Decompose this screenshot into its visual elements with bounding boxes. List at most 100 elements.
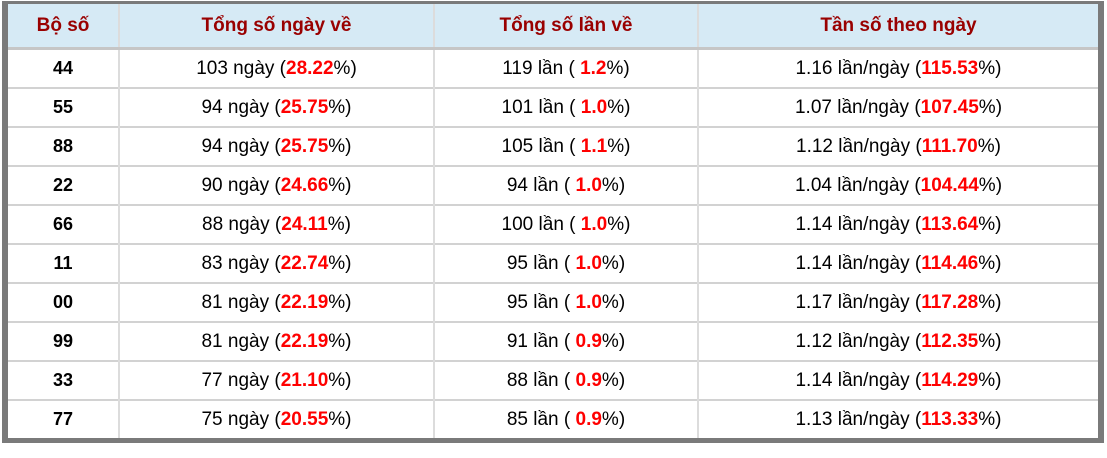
pair-number-value: 44	[52, 57, 74, 78]
cell-total-days: 90 ngày (24.66%)	[118, 165, 434, 205]
cell-daily-frequency: 1.14 lần/ngày (113.64%)	[697, 204, 1098, 244]
percent-suffix: %)	[328, 174, 352, 196]
cell-total-times: 95 lần ( 1.0%)	[433, 243, 698, 283]
total-days-percent: 24.11	[281, 213, 328, 235]
total-days-percent: 21.10	[280, 369, 329, 391]
cell-pair-number: 66	[8, 204, 119, 244]
table-row: 33 77 ngày (21.10%) 88 lần ( 0.9%) 1.14 …	[8, 360, 1098, 400]
cell-daily-frequency: 1.14 lần/ngày (114.29%)	[697, 360, 1098, 400]
cell-total-days: 103 ngày (28.22%)	[118, 48, 434, 88]
total-times-percent: 1.0	[575, 252, 602, 274]
daily-frequency-percent: 104.44	[920, 174, 979, 196]
table-body: 44 103 ngày (28.22%) 119 lần ( 1.2%) 1.1…	[8, 48, 1098, 438]
cell-total-days: 94 ngày (25.75%)	[118, 126, 434, 166]
daily-frequency-text: 1.14 lần/ngày (	[795, 252, 922, 274]
percent-suffix: %)	[328, 96, 352, 118]
table-row: 44 103 ngày (28.22%) 119 lần ( 1.2%) 1.1…	[8, 48, 1098, 88]
statistics-table-frame: Bộ số Tổng số ngày về Tổng số lần về Tần…	[2, 1, 1104, 443]
cell-pair-number: 33	[8, 360, 119, 400]
total-times-text: 101 lần (	[501, 96, 581, 118]
total-days-text: 77 ngày (	[201, 369, 281, 391]
percent-suffix: %)	[606, 57, 630, 79]
total-days-percent: 28.22	[286, 57, 334, 79]
percent-suffix: %)	[978, 96, 1003, 118]
total-days-percent: 25.75	[280, 96, 329, 118]
pair-number-value: 55	[52, 96, 74, 117]
daily-frequency-text: 1.12 lần/ngày (	[796, 135, 922, 157]
total-days-text: 81 ngày (	[201, 291, 281, 313]
daily-frequency-percent: 107.45	[920, 96, 979, 118]
percent-suffix: %)	[328, 291, 352, 313]
daily-frequency-percent: 113.33	[921, 408, 979, 430]
total-days-text: 103 ngày (	[196, 57, 286, 79]
percent-suffix: %)	[601, 174, 626, 196]
total-days-percent: 20.55	[280, 408, 329, 430]
cell-pair-number: 88	[8, 126, 119, 166]
daily-frequency-percent: 114.29	[921, 369, 979, 391]
percent-suffix: %)	[978, 213, 1002, 235]
cell-total-times: 119 lần ( 1.2%)	[433, 48, 698, 88]
column-header-total-days: Tổng số ngày về	[118, 4, 434, 50]
total-times-text: 105 lần (	[501, 135, 581, 157]
cell-daily-frequency: 1.04 lần/ngày (104.44%)	[697, 165, 1098, 205]
daily-frequency-text: 1.12 lần/ngày (	[795, 330, 922, 352]
daily-frequency-text: 1.14 lần/ngày (	[795, 213, 922, 235]
total-times-text: 119 lần (	[502, 57, 581, 79]
cell-total-times: 100 lần ( 1.0%)	[433, 204, 698, 244]
table-row: 99 81 ngày (22.19%) 91 lần ( 0.9%) 1.12 …	[8, 321, 1098, 361]
table-row: 00 81 ngày (22.19%) 95 lần ( 1.0%) 1.17 …	[8, 282, 1098, 322]
cell-pair-number: 11	[8, 243, 119, 283]
total-days-percent: 24.66	[280, 174, 329, 196]
pair-number-value: 77	[52, 408, 74, 429]
percent-suffix: %)	[978, 252, 1002, 274]
percent-suffix: %)	[333, 57, 357, 79]
percent-suffix: %)	[327, 213, 351, 235]
cell-total-times: 88 lần ( 0.9%)	[433, 360, 698, 400]
percent-suffix: %)	[601, 408, 626, 430]
total-times-text: 100 lần (	[501, 213, 581, 235]
cell-daily-frequency: 1.07 lần/ngày (107.45%)	[697, 87, 1098, 127]
table-header: Bộ số Tổng số ngày về Tổng số lần về Tần…	[8, 4, 1098, 50]
cell-daily-frequency: 1.14 lần/ngày (114.46%)	[697, 243, 1098, 283]
cell-daily-frequency: 1.13 lần/ngày (113.33%)	[697, 399, 1098, 438]
pair-number-value: 88	[52, 135, 74, 156]
percent-suffix: %)	[977, 135, 1001, 157]
table-row: 55 94 ngày (25.75%) 101 lần ( 1.0%) 1.07…	[8, 87, 1098, 127]
total-times-percent: 0.9	[575, 369, 602, 391]
cell-total-times: 105 lần ( 1.1%)	[433, 126, 698, 166]
percent-suffix: %)	[978, 174, 1003, 196]
total-days-percent: 22.19	[280, 291, 329, 313]
table-header-row: Bộ số Tổng số ngày về Tổng số lần về Tần…	[8, 4, 1098, 50]
total-times-percent: 1.0	[580, 96, 608, 118]
pair-number-value: 11	[53, 252, 73, 273]
daily-frequency-percent: 113.64	[921, 213, 979, 235]
cell-daily-frequency: 1.17 lần/ngày (117.28%)	[697, 282, 1098, 322]
total-times-text: 95 lần (	[506, 291, 576, 313]
cell-pair-number: 55	[8, 87, 119, 127]
total-days-percent: 25.75	[280, 135, 329, 157]
daily-frequency-text: 1.04 lần/ngày (	[794, 174, 921, 196]
daily-frequency-percent: 111.70	[921, 135, 978, 157]
percent-suffix: %)	[607, 96, 631, 118]
percent-suffix: %)	[978, 291, 1002, 313]
total-days-text: 88 ngày (	[202, 213, 282, 235]
percent-suffix: %)	[607, 213, 631, 235]
percent-suffix: %)	[328, 330, 352, 352]
daily-frequency-percent: 112.35	[921, 330, 979, 352]
cell-total-days: 75 ngày (20.55%)	[118, 399, 434, 438]
cell-daily-frequency: 1.12 lần/ngày (112.35%)	[697, 321, 1098, 361]
total-times-percent: 1.0	[575, 291, 602, 313]
total-times-text: 91 lần (	[506, 330, 576, 352]
cell-total-days: 83 ngày (22.74%)	[118, 243, 434, 283]
daily-frequency-percent: 117.28	[921, 291, 979, 313]
table-row: 11 83 ngày (22.74%) 95 lần ( 1.0%) 1.14 …	[8, 243, 1098, 283]
total-days-text: 83 ngày (	[201, 252, 281, 274]
daily-frequency-text: 1.07 lần/ngày (	[794, 96, 921, 118]
total-days-text: 90 ngày (	[201, 174, 281, 196]
cell-total-times: 101 lần ( 1.0%)	[433, 87, 698, 127]
cell-total-days: 88 ngày (24.11%)	[118, 204, 434, 244]
cell-total-times: 91 lần ( 0.9%)	[433, 321, 698, 361]
daily-frequency-text: 1.13 lần/ngày (	[795, 408, 922, 430]
pair-number-value: 33	[52, 369, 74, 390]
cell-total-times: 85 lần ( 0.9%)	[433, 399, 698, 438]
